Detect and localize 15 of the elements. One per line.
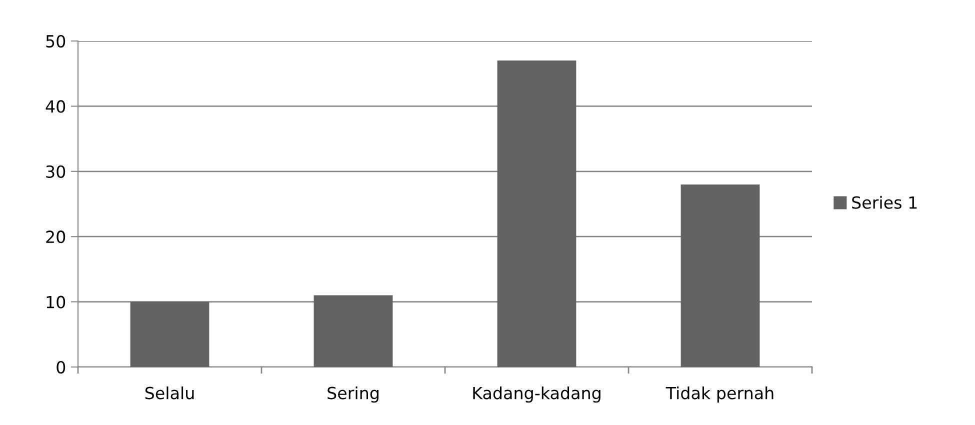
y-tick-label: 0 [56, 360, 66, 374]
x-tick-label: Tidak pernah [666, 386, 774, 403]
legend-label: Series 1 [852, 196, 917, 209]
y-tick-label: 10 [46, 296, 66, 308]
x-tick-label: Sering [328, 386, 378, 403]
y-tick-label: 50 [46, 34, 66, 48]
bar [314, 295, 393, 367]
y-tick-label: 30 [46, 165, 66, 178]
y-tick-label: 20 [46, 230, 66, 244]
y-tick-label: 40 [46, 100, 66, 113]
bar [497, 60, 576, 367]
bar [680, 184, 760, 367]
bar [130, 302, 210, 367]
x-tick-label: Selalu [145, 386, 194, 400]
x-tick-label: Kadang-kadang [473, 386, 600, 403]
